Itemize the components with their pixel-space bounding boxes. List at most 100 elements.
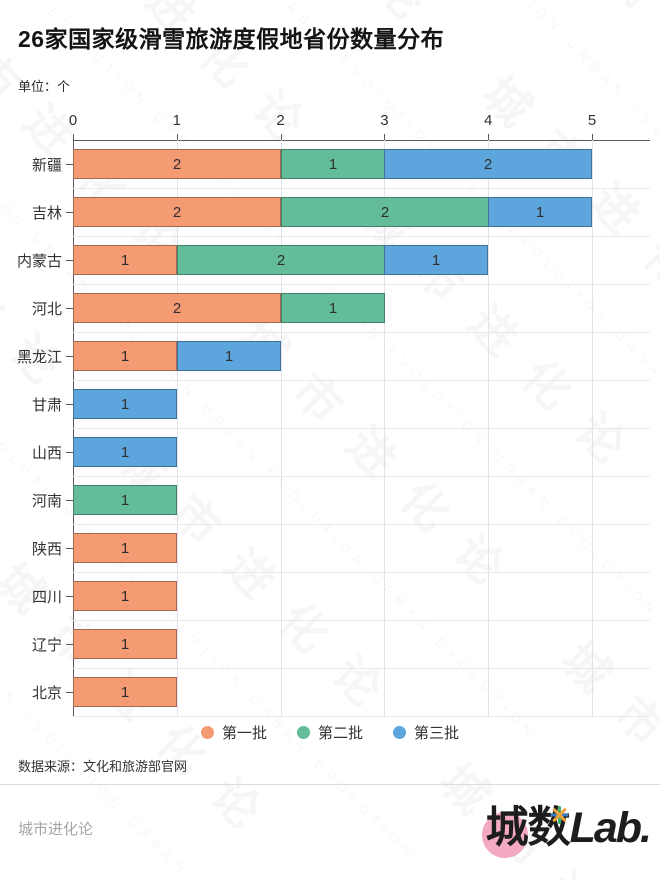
y-axis-tick xyxy=(66,356,73,357)
y-axis-tick xyxy=(66,596,73,597)
logo-cn: 城数 xyxy=(485,804,571,852)
legend-dot-icon xyxy=(296,726,310,739)
segment-value-label: 1 xyxy=(120,251,130,269)
bar-segment: 1 xyxy=(73,245,177,275)
x-axis-tick xyxy=(176,134,178,140)
legend-label: 第一批 xyxy=(221,725,267,742)
segment-value-label: 2 xyxy=(380,203,390,221)
y-axis-tick xyxy=(66,260,73,261)
segment-value-label: 1 xyxy=(120,491,130,509)
segment-value-label: 1 xyxy=(120,395,130,413)
bar-segment: 2 xyxy=(73,149,281,179)
row-separator xyxy=(73,620,650,621)
y-axis-tick xyxy=(66,404,73,405)
row-separator xyxy=(73,476,650,477)
bar-segment: 1 xyxy=(488,197,592,227)
bar-segment: 1 xyxy=(73,629,177,659)
row-separator xyxy=(73,380,650,381)
legend-label: 第二批 xyxy=(317,725,363,742)
row-separator xyxy=(73,236,650,237)
y-axis-tick xyxy=(66,644,73,645)
bar-segment: 1 xyxy=(177,341,281,371)
y-axis-tick xyxy=(66,452,73,453)
category-label: 山西 xyxy=(31,444,62,462)
row-separator xyxy=(73,428,650,429)
legend-item: 第三批 xyxy=(393,722,459,743)
bar-segment: 2 xyxy=(177,245,385,275)
category-label: 内蒙古 xyxy=(16,252,62,270)
row-separator xyxy=(73,188,650,189)
segment-value-label: 2 xyxy=(483,155,493,173)
segment-value-label: 1 xyxy=(120,635,130,653)
category-label: 四川 xyxy=(31,588,62,606)
bar-segment: 1 xyxy=(73,389,177,419)
y-axis-tick xyxy=(66,308,73,309)
bar-segment: 2 xyxy=(73,197,281,227)
segment-value-label: 2 xyxy=(172,155,182,173)
legend-label: 第三批 xyxy=(414,725,460,742)
bar-segment: 1 xyxy=(73,581,177,611)
bar-segment: 1 xyxy=(73,677,177,707)
segment-value-label: 2 xyxy=(276,251,286,269)
segment-value-label: 1 xyxy=(120,443,130,461)
x-axis-tick xyxy=(488,134,490,140)
segment-value-label: 2 xyxy=(172,299,182,317)
legend-item: 第一批 xyxy=(200,722,267,743)
logo-lab: Lab. xyxy=(569,804,652,852)
x-axis-tick xyxy=(280,134,282,140)
y-axis-tick xyxy=(66,500,73,501)
segment-value-label: 1 xyxy=(328,299,338,317)
legend-dot-icon xyxy=(393,726,406,739)
row-separator xyxy=(73,332,650,333)
x-tick-label: 2 xyxy=(276,112,285,129)
legend-item: 第二批 xyxy=(296,722,363,743)
category-label: 陕西 xyxy=(31,540,62,558)
legend: 第一批 第二批 第三批 xyxy=(0,722,660,743)
row-separator xyxy=(73,284,650,285)
category-label: 吉林 xyxy=(31,204,62,222)
footer-logo: 城数Lab. xyxy=(481,796,652,860)
footer-divider xyxy=(0,784,660,785)
segment-value-label: 1 xyxy=(120,539,130,557)
footer-brand: 城市进化论 xyxy=(18,821,94,838)
row-separator xyxy=(73,524,650,525)
category-label: 辽宁 xyxy=(31,636,62,654)
stacked-bar-chart: 0 1 2 3 4 5 新疆 2 1 2 吉林 2 2 1 内蒙古 1 2 1 河北 2 1 黑龙江 1 1 甘肃 1 山西 1 河南 1… xyxy=(16,112,650,717)
segment-value-label: 2 xyxy=(172,203,182,221)
bar-segment: 1 xyxy=(281,293,385,323)
category-label: 新疆 xyxy=(31,156,62,174)
x-tick-label: 5 xyxy=(587,112,597,129)
bar-segment: 2 xyxy=(73,293,281,323)
unit-label: 单位：个 xyxy=(18,79,71,94)
x-axis-tick xyxy=(73,134,74,140)
x-axis-tick xyxy=(384,134,386,140)
bar-segment: 2 xyxy=(281,197,489,227)
segment-value-label: 1 xyxy=(224,347,234,365)
bar-segment: 1 xyxy=(384,245,488,275)
source-note: 数据来源：文化和旅游部官网 xyxy=(18,759,188,774)
logo-pink-circle xyxy=(481,812,528,858)
segment-value-label: 1 xyxy=(328,155,338,173)
logo-text: 城数Lab. xyxy=(485,796,652,860)
y-axis-tick xyxy=(66,212,73,213)
segment-value-label: 1 xyxy=(120,587,130,605)
x-axis-line xyxy=(73,140,650,141)
bar-segment: 2 xyxy=(384,149,592,179)
category-label: 甘肃 xyxy=(31,396,62,414)
row-separator xyxy=(73,668,650,669)
bar-segment: 1 xyxy=(73,485,177,515)
category-label: 河北 xyxy=(31,300,62,318)
category-label: 北京 xyxy=(31,684,62,702)
segment-value-label: 1 xyxy=(535,203,545,221)
segment-value-label: 1 xyxy=(431,251,441,269)
y-axis-tick xyxy=(66,692,73,693)
y-axis-tick xyxy=(66,548,73,549)
x-tick-label: 3 xyxy=(380,112,389,129)
bar-segment: 1 xyxy=(281,149,385,179)
segment-value-label: 1 xyxy=(120,347,130,365)
segment-value-label: 1 xyxy=(120,683,130,701)
x-tick-label: 4 xyxy=(484,112,493,129)
x-tick-label: 0 xyxy=(68,112,78,129)
x-tick-label: 1 xyxy=(172,112,181,129)
